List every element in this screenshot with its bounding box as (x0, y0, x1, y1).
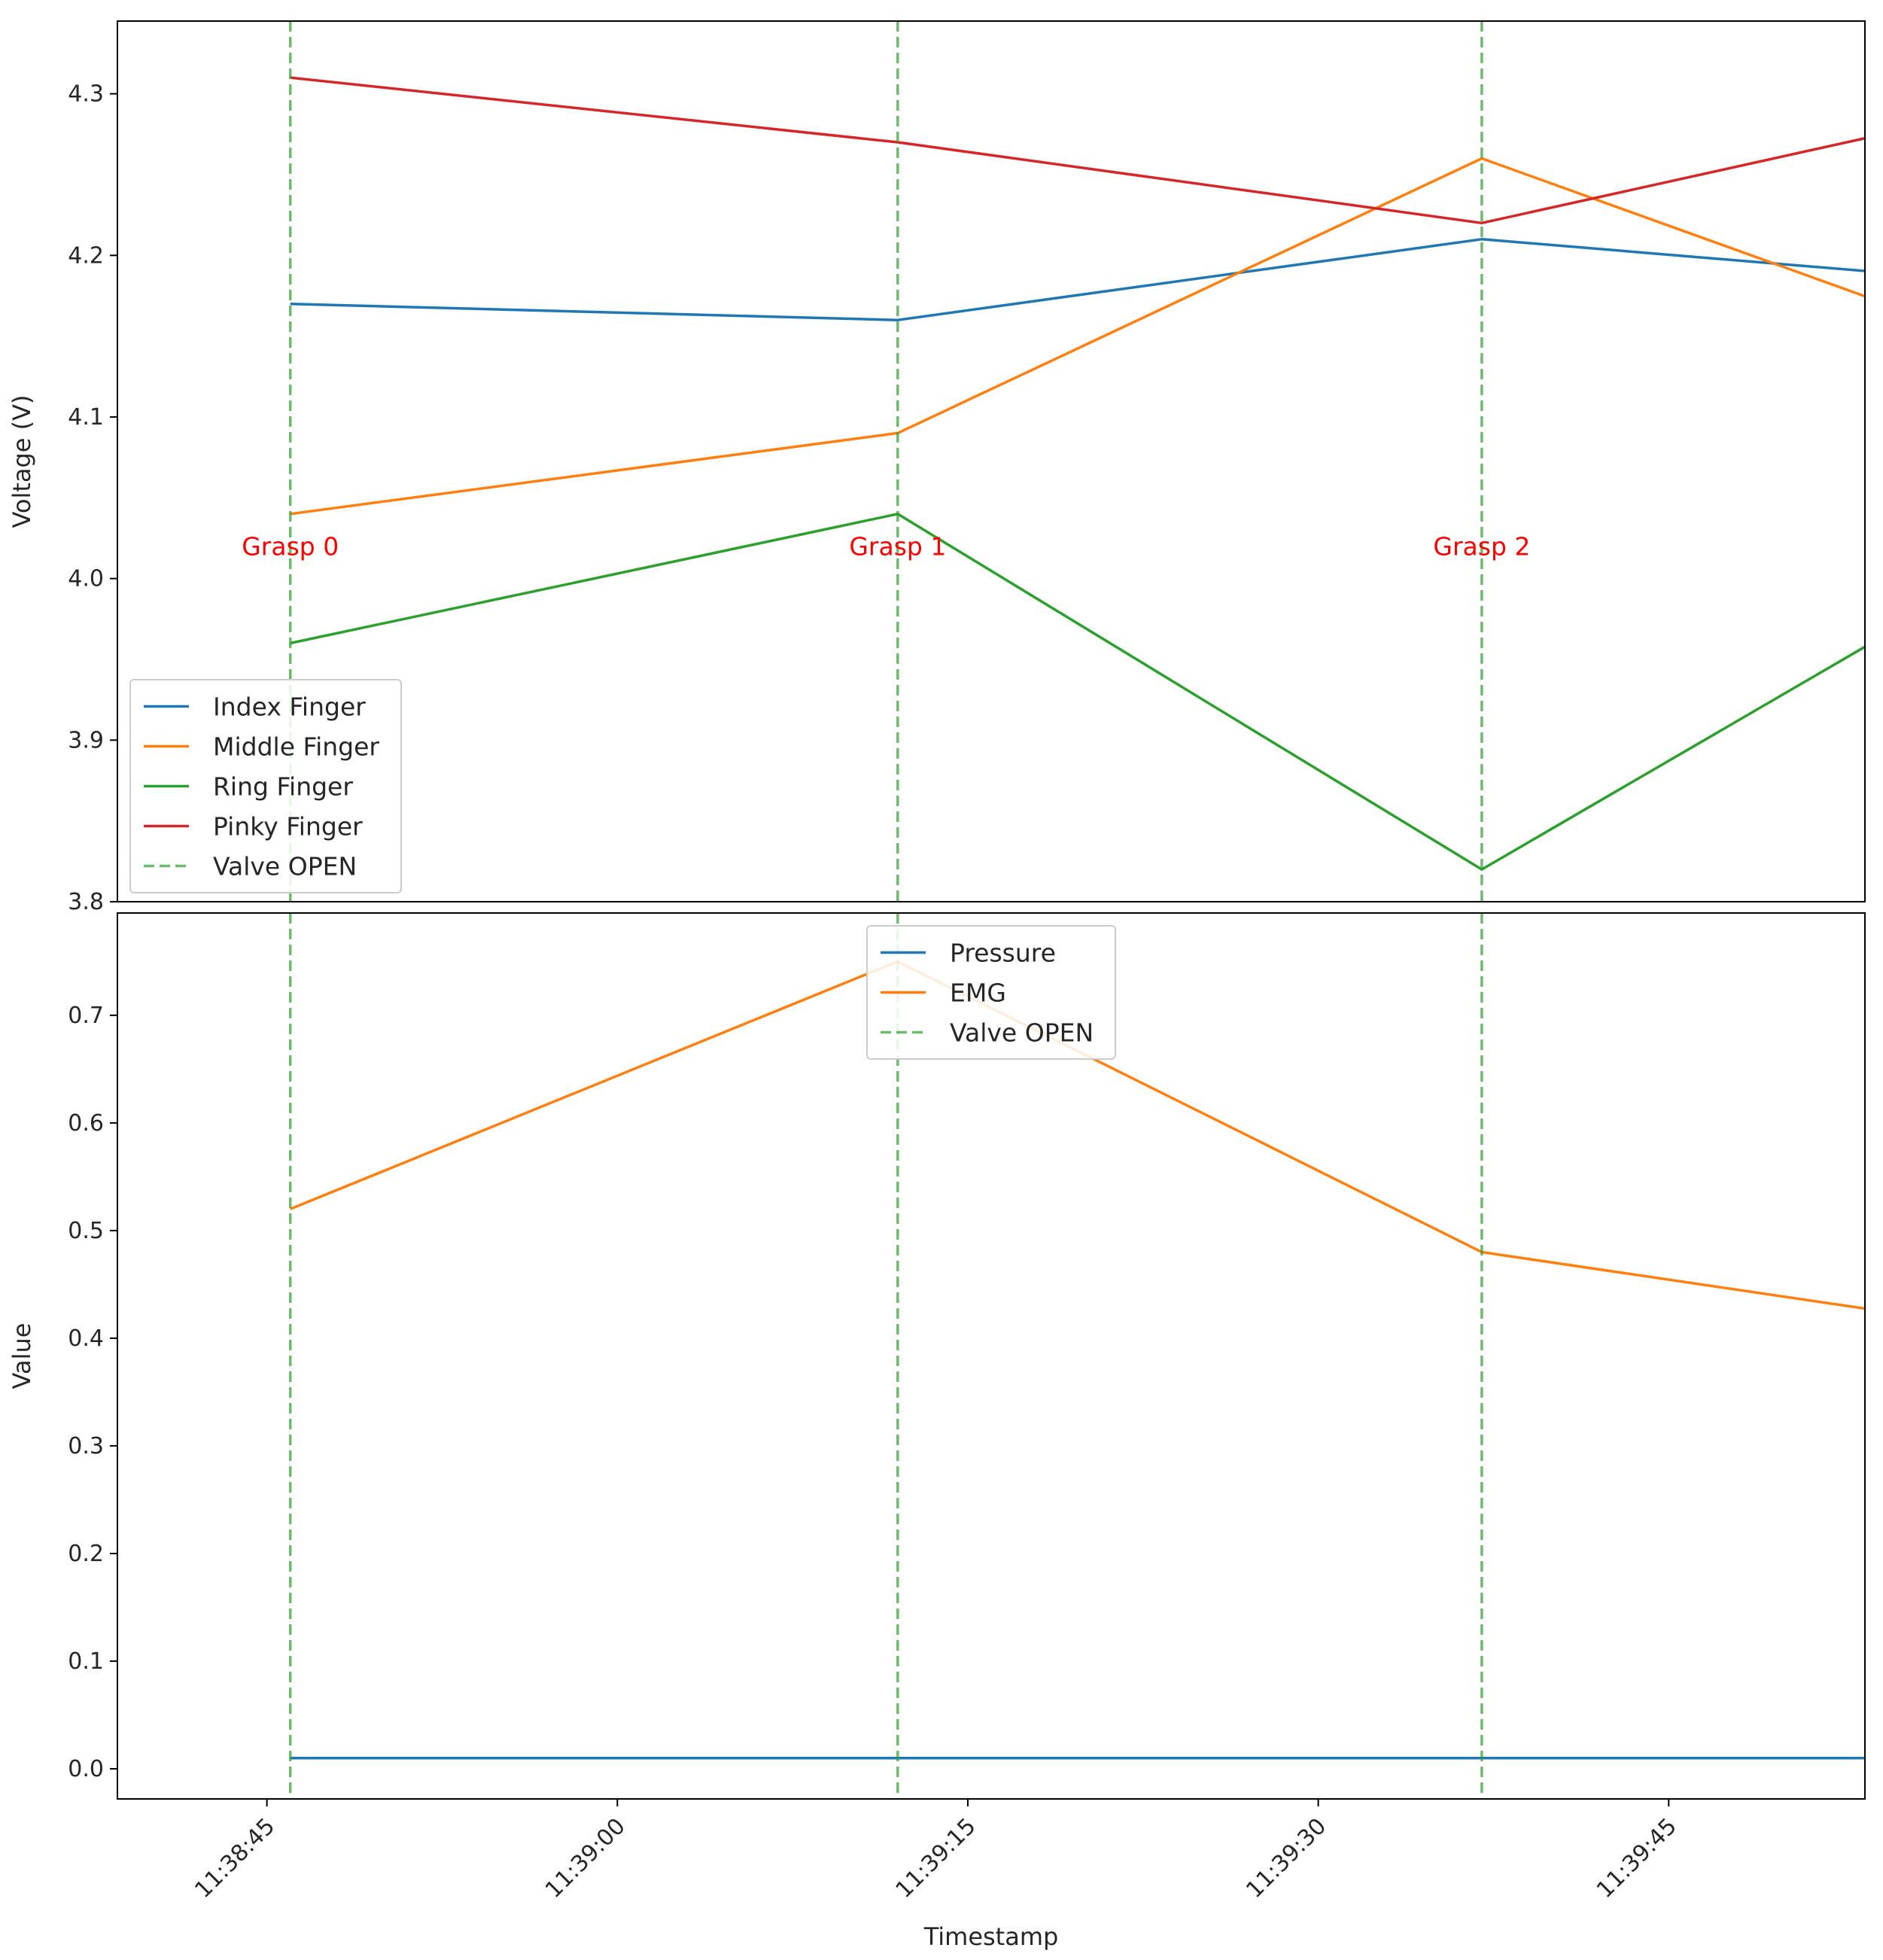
legend-label: EMG (950, 978, 1006, 1008)
grasp-label: Grasp 0 (242, 532, 339, 562)
y-tick-label: 4.0 (68, 566, 104, 592)
y-tick-label: 0.7 (68, 1003, 104, 1029)
series-line (290, 157, 1865, 516)
y-tick-label: 0.5 (68, 1218, 104, 1244)
top-panel: 3.8 3.9 4.0 4.1 4.2 4.3 Voltage (V) Grasp 0 Gras… (8, 20, 1866, 915)
bottom-plot-area (288, 913, 1865, 1799)
legend-label: Valve OPEN (213, 852, 357, 881)
x-axis-label: Timestamp (923, 1922, 1059, 1951)
y-tick-label: 0.2 (68, 1541, 104, 1567)
bottom-legend: Pressure EMG Valve OPEN (866, 925, 1116, 1060)
series-line (290, 513, 1865, 871)
y-axis-label: Value (8, 1323, 36, 1389)
y-tick-label: 0.1 (68, 1648, 104, 1675)
grasp-label: Grasp 2 (1433, 532, 1530, 562)
y-tick-label: 0.4 (68, 1325, 104, 1352)
legend-label: Pinky Finger (213, 812, 363, 842)
top-axes-frame (117, 20, 1866, 902)
legend-label: Valve OPEN (950, 1018, 1094, 1048)
y-tick-label: 4.1 (68, 404, 104, 431)
y-tick-label: 0.3 (68, 1433, 104, 1459)
y-tick-label: 0.0 (68, 1756, 104, 1782)
y-tick-label: 4.3 (68, 81, 104, 108)
y-tick-label: 4.2 (68, 242, 104, 269)
legend-label: Index Finger (213, 692, 366, 722)
y-tick-label: 0.6 (68, 1110, 104, 1137)
series-line (290, 960, 1865, 1310)
y-axis-label: Voltage (V) (8, 394, 36, 528)
series-line (290, 76, 1865, 225)
y-tick-label: 3.8 (68, 889, 104, 915)
top-legend: Index Finger Middle Finger Ring Finger Pink… (129, 679, 402, 893)
grasp-label: Grasp 1 (849, 532, 946, 562)
legend-label: Pressure (950, 939, 1056, 968)
y-tick-label: 3.9 (68, 727, 104, 753)
bottom-axes-frame (117, 912, 1866, 1800)
legend-label: Ring Finger (213, 772, 353, 802)
bottom-panel: 0.0 0.1 0.2 0.3 0.4 0.5 0.6 0.7 Value Pressure EMG… (8, 912, 1866, 1800)
legend-label: Middle Finger (213, 732, 379, 762)
